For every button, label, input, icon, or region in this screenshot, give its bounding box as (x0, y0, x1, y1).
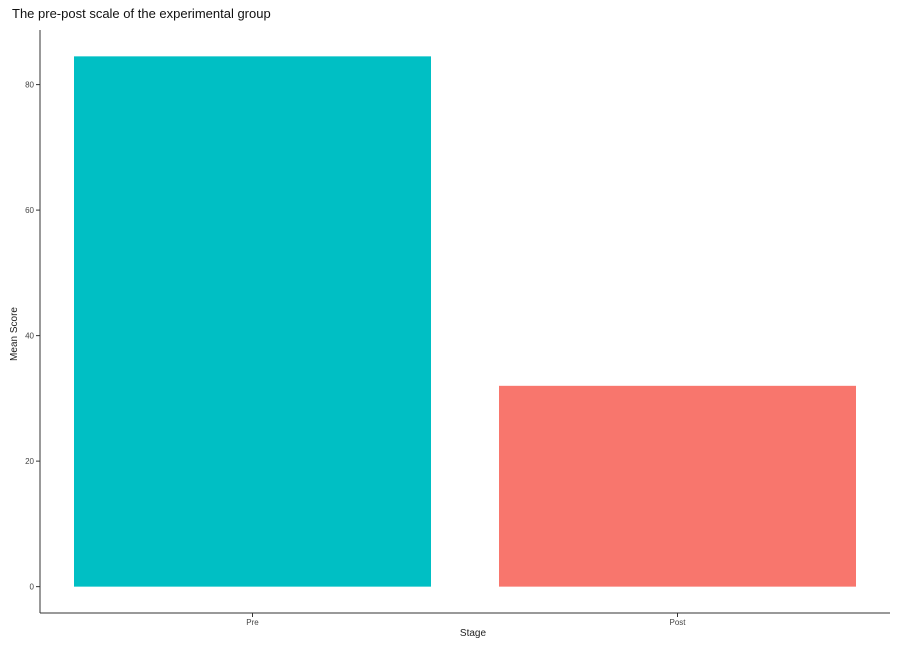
x-tick-label: Post (669, 618, 686, 627)
x-axis-label: Stage (460, 628, 487, 639)
y-axis-label: Mean Score (9, 307, 20, 361)
bar-post (499, 385, 856, 587)
y-tick-label: 40 (25, 332, 34, 341)
y-tick-label: 60 (25, 206, 34, 215)
y-tick-label: 20 (25, 457, 34, 466)
bar-pre (74, 56, 431, 587)
chart-title: The pre-post scale of the experimental g… (12, 6, 271, 21)
x-tick-label: Pre (246, 618, 259, 627)
y-tick-label: 0 (30, 583, 35, 592)
y-tick-label: 80 (25, 81, 34, 90)
